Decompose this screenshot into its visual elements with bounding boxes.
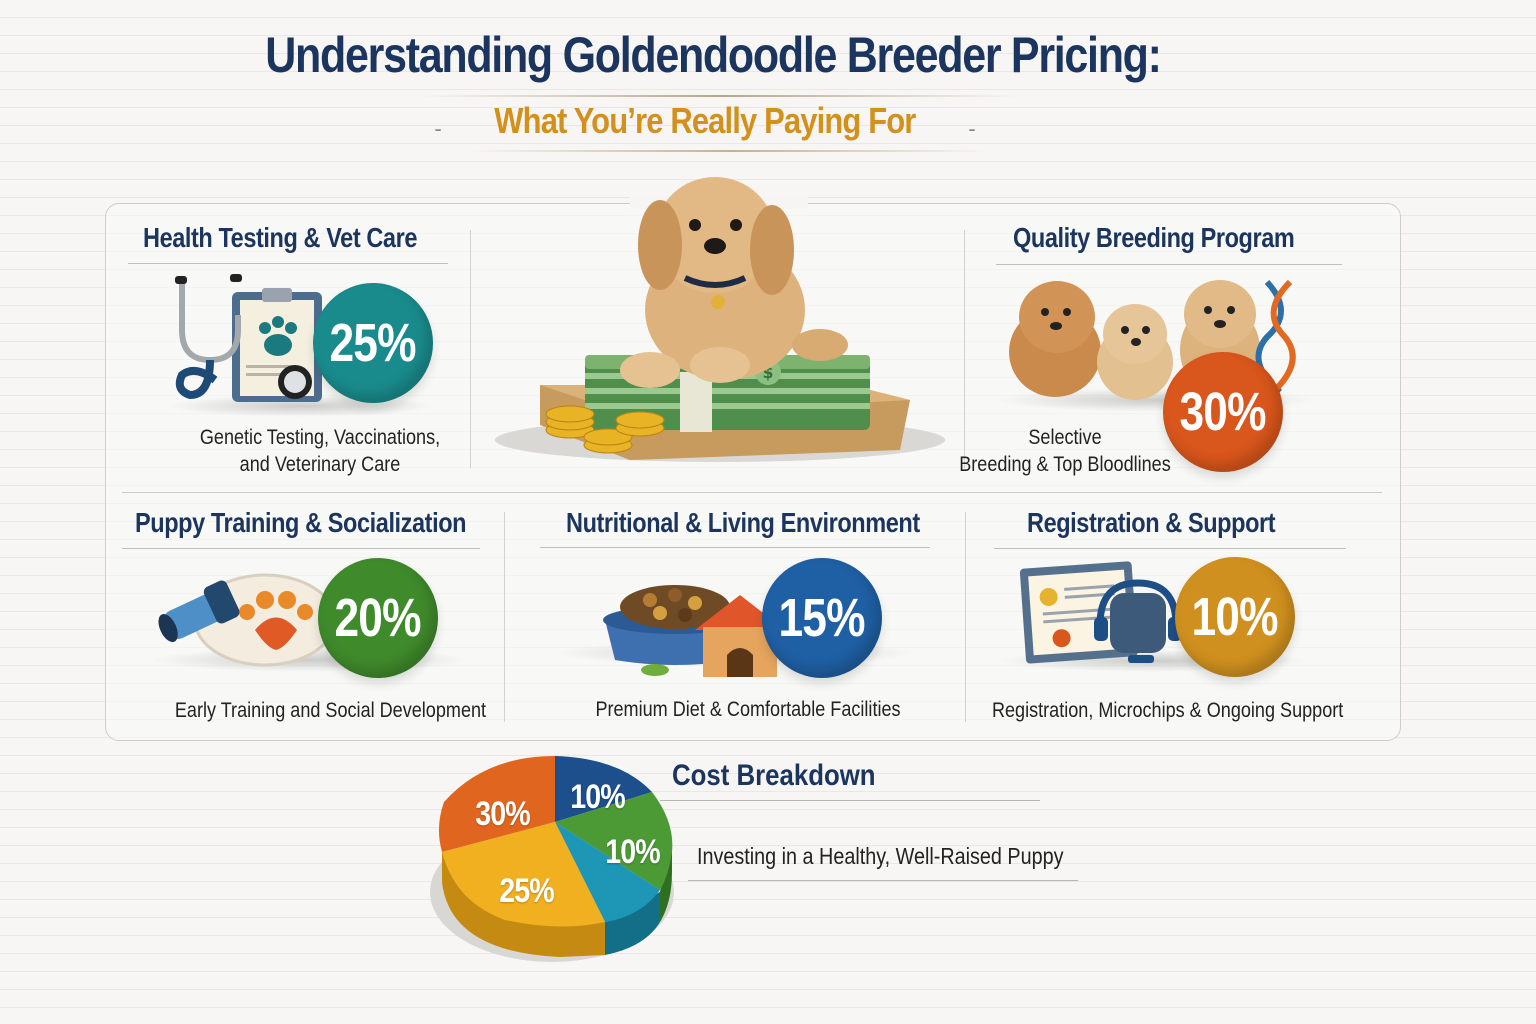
cost-subtitle-rule xyxy=(688,880,1078,881)
divider-horizontal xyxy=(122,492,1382,493)
card-rule xyxy=(996,264,1342,265)
divider-vertical xyxy=(965,512,966,722)
cost-breakdown-pie-chart xyxy=(430,756,674,962)
svg-text:$: $ xyxy=(762,363,773,382)
card-desc-registration: Registration, Microchips & Ongoing Suppo… xyxy=(991,699,1344,722)
card-desc-quality-breeding: Selective Breeding & Top Bloodlines xyxy=(959,426,1171,476)
card-title-health-testing: Health Testing & Vet Care xyxy=(143,222,417,253)
certificate-headset-icon xyxy=(1019,561,1182,664)
whistle-paw-icon xyxy=(158,573,335,667)
percent-badge-quality-breeding: 30% xyxy=(1163,352,1283,472)
title-divider xyxy=(420,95,1020,97)
subtitle-row: - What You’re Really Paying For - xyxy=(0,100,1410,142)
divider-vertical xyxy=(504,512,505,722)
percent-badge-puppy-training: 20% xyxy=(318,558,438,678)
cost-breakdown-subtitle: Investing in a Healthy, Well-Raised Pupp… xyxy=(697,843,1064,869)
percent-badge-health-testing: 25% xyxy=(313,283,433,403)
subtitle-dash-right: - xyxy=(968,115,976,141)
percent-badge-nutritional: 15% xyxy=(762,558,882,678)
card-rule xyxy=(122,548,480,549)
card-desc-health-testing: Genetic Testing, Vaccinations, and Veter… xyxy=(199,426,441,476)
card-rule xyxy=(540,547,930,548)
pie-label-10-green: 10% xyxy=(605,833,660,871)
stethoscope-clipboard-paw-icon xyxy=(175,274,322,402)
pie-label-25: 25% xyxy=(499,872,554,910)
pie-label-30: 30% xyxy=(475,795,530,833)
card-title-puppy-training: Puppy Training & Socialization xyxy=(135,507,467,538)
divider-vertical xyxy=(964,230,965,468)
divider-vertical xyxy=(470,230,471,468)
cost-breakdown-title: Cost Breakdown xyxy=(672,759,876,792)
card-rule xyxy=(994,548,1346,549)
card-title-registration: Registration & Support xyxy=(1027,507,1276,538)
card-title-nutritional: Nutritional & Living Environment xyxy=(566,507,920,538)
puppy-money-hero-icon: $ xyxy=(495,177,945,462)
card-desc-puppy-training: Early Training and Social Development xyxy=(174,699,487,722)
percent-badge-registration: 10% xyxy=(1175,557,1295,677)
subtitle-dash-left: - xyxy=(434,115,442,141)
page-subtitle: What You’re Really Paying For xyxy=(494,100,916,141)
card-desc-nutritional: Premium Diet & Comfortable Facilities xyxy=(595,698,901,721)
food-bowl-doghouse-icon xyxy=(603,585,785,677)
card-rule xyxy=(128,263,448,264)
cost-title-rule xyxy=(660,800,1040,801)
card-title-quality-breeding: Quality Breeding Program xyxy=(1013,222,1295,253)
subtitle-divider xyxy=(470,150,990,152)
pie-label-10-blue: 10% xyxy=(570,778,625,816)
page-title: Understanding Goldendoodle Breeder Prici… xyxy=(265,27,1162,83)
